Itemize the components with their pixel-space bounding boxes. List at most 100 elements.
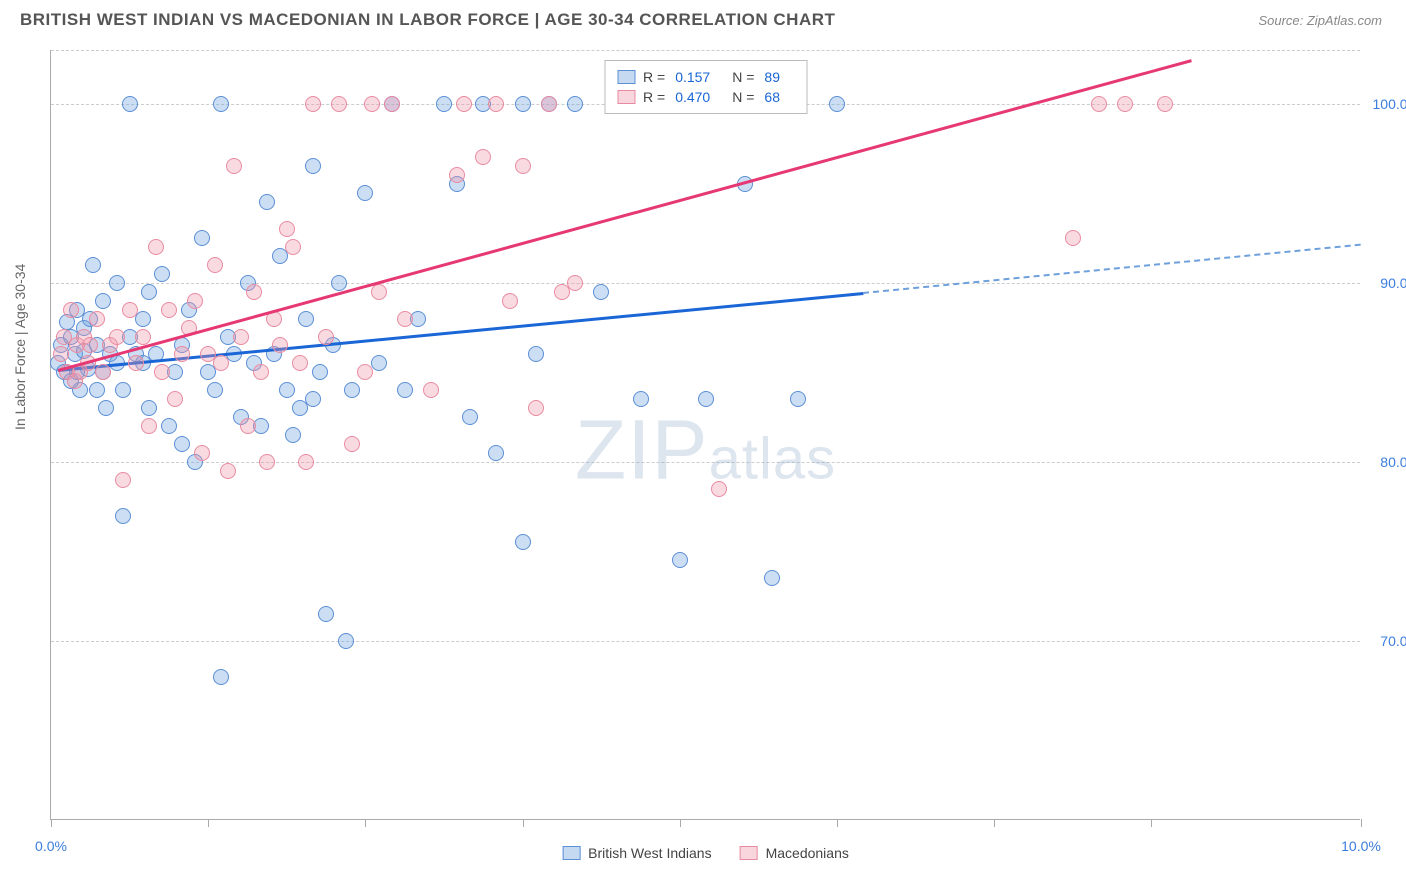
- legend-item-1: Macedonians: [740, 845, 849, 861]
- n-value-0: 89: [764, 69, 780, 85]
- scatter-point: [213, 669, 229, 685]
- gridline: [51, 641, 1360, 642]
- scatter-point: [95, 364, 111, 380]
- ytick-label: 100.0%: [1365, 96, 1406, 112]
- scatter-point: [711, 481, 727, 497]
- scatter-point: [53, 346, 69, 362]
- scatter-point: [829, 96, 845, 112]
- chart-plot-area: ZIPatlas R = 0.157 N = 89 R = 0.470 N = …: [50, 50, 1360, 820]
- scatter-point: [1065, 230, 1081, 246]
- scatter-point: [167, 391, 183, 407]
- scatter-point: [161, 302, 177, 318]
- scatter-point: [246, 284, 262, 300]
- scatter-point: [305, 158, 321, 174]
- scatter-point: [115, 382, 131, 398]
- xtick-label: 10.0%: [1341, 838, 1381, 854]
- r-value-0: 0.157: [675, 69, 710, 85]
- xtick: [994, 819, 995, 827]
- scatter-point: [364, 96, 380, 112]
- scatter-point: [593, 284, 609, 300]
- xtick: [523, 819, 524, 827]
- scatter-point: [488, 445, 504, 461]
- scatter-point: [371, 284, 387, 300]
- scatter-point: [672, 552, 688, 568]
- scatter-point: [528, 346, 544, 362]
- xtick-label: 0.0%: [35, 838, 67, 854]
- scatter-point: [475, 149, 491, 165]
- scatter-point: [154, 364, 170, 380]
- y-axis-label: In Labor Force | Age 30-34: [12, 264, 28, 430]
- scatter-point: [141, 400, 157, 416]
- scatter-point: [174, 436, 190, 452]
- scatter-point: [292, 355, 308, 371]
- scatter-point: [357, 185, 373, 201]
- scatter-point: [488, 96, 504, 112]
- source-label: Source: ZipAtlas.com: [1258, 13, 1382, 28]
- scatter-point: [633, 391, 649, 407]
- correlation-legend: R = 0.157 N = 89 R = 0.470 N = 68: [604, 60, 807, 114]
- scatter-point: [207, 257, 223, 273]
- scatter-point: [207, 382, 223, 398]
- scatter-point: [220, 463, 236, 479]
- scatter-point: [338, 633, 354, 649]
- scatter-point: [462, 409, 478, 425]
- scatter-point: [135, 311, 151, 327]
- n-value-1: 68: [764, 89, 780, 105]
- scatter-point: [384, 96, 400, 112]
- gridline: [51, 462, 1360, 463]
- scatter-point: [397, 311, 413, 327]
- series-legend: British West Indians Macedonians: [562, 845, 849, 861]
- scatter-point: [279, 382, 295, 398]
- xtick: [837, 819, 838, 827]
- swatch-icon: [740, 846, 758, 860]
- scatter-point: [122, 96, 138, 112]
- scatter-point: [515, 158, 531, 174]
- scatter-point: [449, 167, 465, 183]
- scatter-point: [515, 96, 531, 112]
- legend-row-0: R = 0.157 N = 89: [617, 67, 794, 87]
- scatter-point: [115, 472, 131, 488]
- scatter-point: [790, 391, 806, 407]
- scatter-point: [213, 96, 229, 112]
- scatter-point: [331, 96, 347, 112]
- scatter-point: [253, 364, 269, 380]
- scatter-point: [305, 96, 321, 112]
- scatter-point: [141, 284, 157, 300]
- scatter-point: [272, 337, 288, 353]
- scatter-point: [318, 329, 334, 345]
- scatter-point: [298, 454, 314, 470]
- scatter-point: [344, 436, 360, 452]
- scatter-point: [161, 418, 177, 434]
- xtick: [208, 819, 209, 827]
- xtick: [680, 819, 681, 827]
- scatter-point: [148, 239, 164, 255]
- scatter-point: [456, 96, 472, 112]
- watermark: ZIPatlas: [575, 401, 836, 498]
- scatter-point: [515, 534, 531, 550]
- scatter-point: [95, 293, 111, 309]
- r-value-1: 0.470: [675, 89, 710, 105]
- swatch-icon: [562, 846, 580, 860]
- xtick: [51, 819, 52, 827]
- scatter-point: [279, 221, 295, 237]
- scatter-point: [698, 391, 714, 407]
- swatch-icon: [617, 70, 635, 84]
- scatter-point: [318, 606, 334, 622]
- scatter-point: [89, 311, 105, 327]
- scatter-point: [141, 418, 157, 434]
- legend-row-1: R = 0.470 N = 68: [617, 87, 794, 107]
- scatter-point: [1117, 96, 1133, 112]
- scatter-point: [298, 311, 314, 327]
- scatter-point: [357, 364, 373, 380]
- scatter-point: [174, 346, 190, 362]
- scatter-point: [423, 382, 439, 398]
- scatter-point: [1157, 96, 1173, 112]
- scatter-point: [128, 355, 144, 371]
- scatter-point: [226, 158, 242, 174]
- xtick: [1151, 819, 1152, 827]
- scatter-point: [567, 275, 583, 291]
- scatter-point: [135, 329, 151, 345]
- scatter-point: [397, 382, 413, 398]
- xtick: [365, 819, 366, 827]
- ytick-label: 70.0%: [1365, 633, 1406, 649]
